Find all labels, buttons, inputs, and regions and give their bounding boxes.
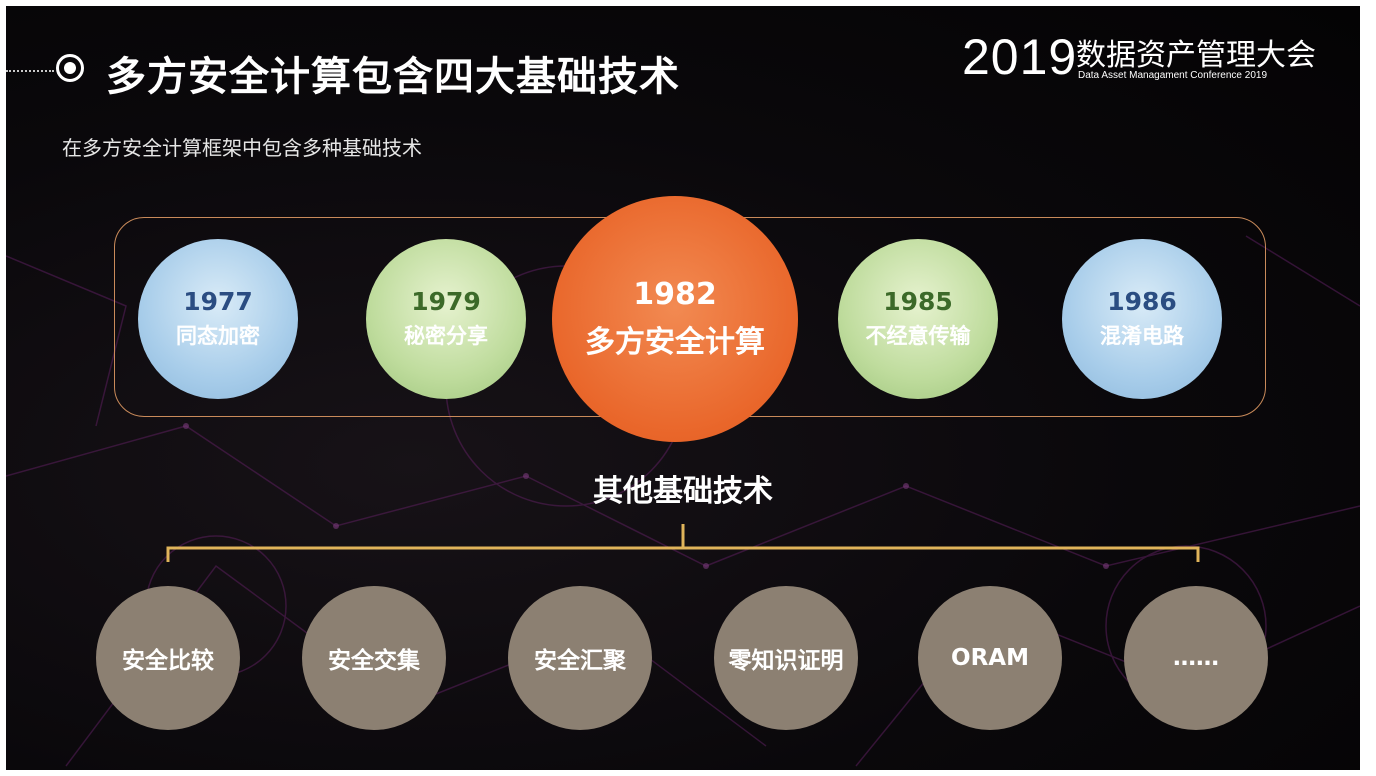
tech-label: 混淆电路 xyxy=(1100,324,1184,348)
logo-name-en: Data Asset Managament Conference 2019 xyxy=(1078,70,1268,81)
title-bullet-icon xyxy=(56,54,84,82)
other-tech-zero-knowledge-proof: 零知识证明 xyxy=(714,586,858,730)
tech-label: 多方安全计算 xyxy=(585,325,765,360)
tech-label: 不经意传输 xyxy=(865,324,971,348)
tech-label: 同态加密 xyxy=(176,324,260,348)
tech-year: 1977 xyxy=(183,287,253,316)
other-tech-title: 其他基础技术 xyxy=(593,474,773,509)
other-tech-secure-aggregation: 安全汇聚 xyxy=(508,586,652,730)
tech-year: 1982 xyxy=(633,277,717,312)
logo-year: 2019 xyxy=(962,29,1078,85)
title-dotted-line xyxy=(6,70,54,72)
other-tech-oram: ORAM xyxy=(918,586,1062,730)
other-tech-secure-comparison: 安全比较 xyxy=(96,586,240,730)
tech-node-secret-sharing: 1979 秘密分享 xyxy=(366,239,526,399)
tech-node-oblivious-transfer: 1985 不经意传输 xyxy=(838,239,998,399)
tech-node-mpc: 1982 多方安全计算 xyxy=(552,196,798,442)
page-subtitle: 在多方安全计算框架中包含多种基础技术 xyxy=(62,136,422,160)
other-tech-ellipsis: …… xyxy=(1124,586,1268,730)
tech-node-homomorphic-encryption: 1977 同态加密 xyxy=(138,239,298,399)
conference-logo: 2019 数据资产管理大会 Data Asset Managament Conf… xyxy=(952,28,1352,90)
tech-year: 1986 xyxy=(1107,287,1177,316)
tech-year: 1979 xyxy=(411,287,481,316)
logo-name-cn: 数据资产管理大会 xyxy=(1076,38,1316,73)
other-tech-secure-intersection: 安全交集 xyxy=(302,586,446,730)
tech-node-garbled-circuit: 1986 混淆电路 xyxy=(1062,239,1222,399)
tech-year: 1985 xyxy=(883,287,953,316)
other-tech-bracket xyxy=(166,524,1200,562)
page-title: 多方安全计算包含四大基础技术 xyxy=(106,54,680,100)
slide: 多方安全计算包含四大基础技术 在多方安全计算框架中包含多种基础技术 2019 数… xyxy=(6,6,1360,770)
tech-label: 秘密分享 xyxy=(404,324,488,348)
